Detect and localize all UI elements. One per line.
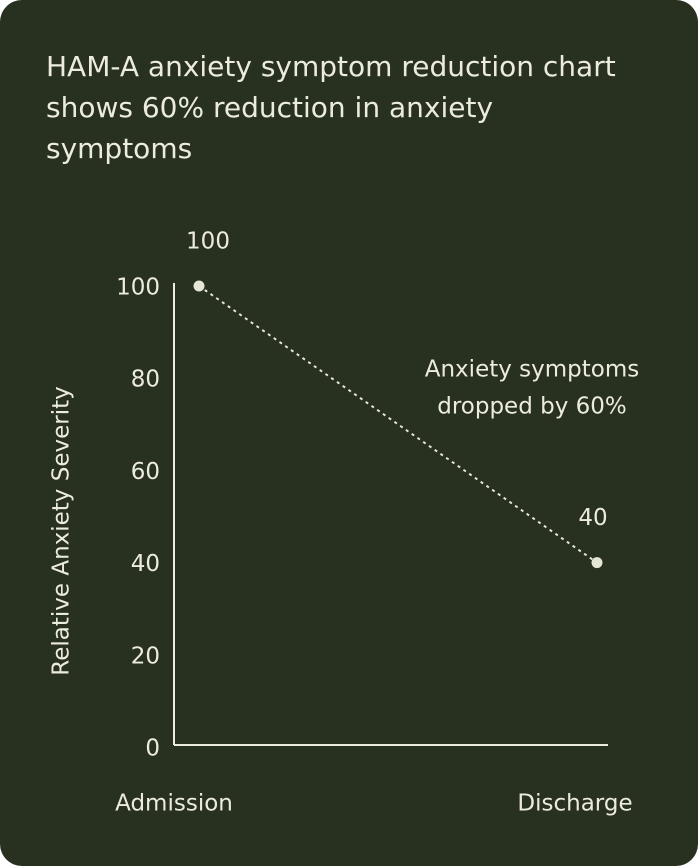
annotation: Anxiety symptoms: [425, 357, 639, 383]
y-tick-label: 20: [131, 643, 160, 669]
point: [591, 557, 603, 569]
y-tick-label: 60: [131, 459, 160, 485]
y-tick-label: 100: [116, 275, 160, 301]
annotation: dropped by 60%: [437, 394, 627, 420]
point: [193, 280, 205, 292]
line: [198, 285, 598, 564]
y-tick-label: 0: [145, 736, 160, 762]
data-label: 40: [578, 505, 607, 531]
data-label: 100: [186, 229, 230, 255]
chart-title: HAM-A anxiety symptom reduction chart sh…: [46, 50, 616, 165]
x-tick-label: Admission: [115, 791, 233, 817]
y-tick-label: 40: [131, 551, 160, 577]
y-axis-label: Relative Anxiety Severity: [49, 386, 75, 675]
y-tick-label: 80: [131, 367, 160, 393]
x-tick-label: Discharge: [517, 791, 632, 817]
